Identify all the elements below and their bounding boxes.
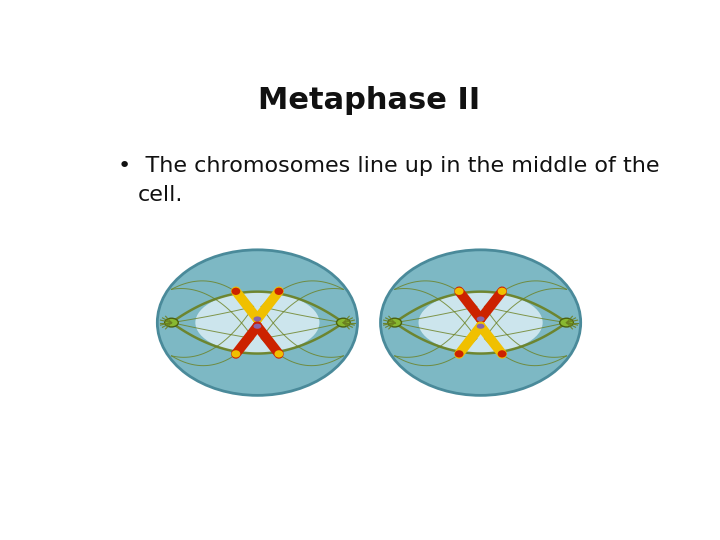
Ellipse shape (157, 250, 358, 395)
Ellipse shape (559, 318, 573, 327)
Ellipse shape (274, 350, 283, 357)
Ellipse shape (477, 316, 485, 321)
Ellipse shape (455, 350, 464, 357)
Ellipse shape (498, 350, 506, 357)
Ellipse shape (232, 350, 240, 357)
Text: Metaphase II: Metaphase II (258, 85, 480, 114)
Ellipse shape (274, 288, 283, 295)
Ellipse shape (232, 288, 240, 295)
Ellipse shape (336, 318, 350, 327)
Ellipse shape (380, 250, 581, 395)
Ellipse shape (498, 288, 506, 295)
Ellipse shape (165, 318, 179, 327)
Ellipse shape (253, 316, 261, 321)
Text: cell.: cell. (138, 185, 183, 205)
Ellipse shape (195, 292, 320, 353)
Ellipse shape (418, 292, 543, 353)
Ellipse shape (253, 323, 261, 329)
Ellipse shape (477, 323, 485, 329)
Ellipse shape (455, 288, 464, 295)
Text: •  The chromosomes line up in the middle of the: • The chromosomes line up in the middle … (118, 156, 660, 176)
Ellipse shape (388, 318, 402, 327)
